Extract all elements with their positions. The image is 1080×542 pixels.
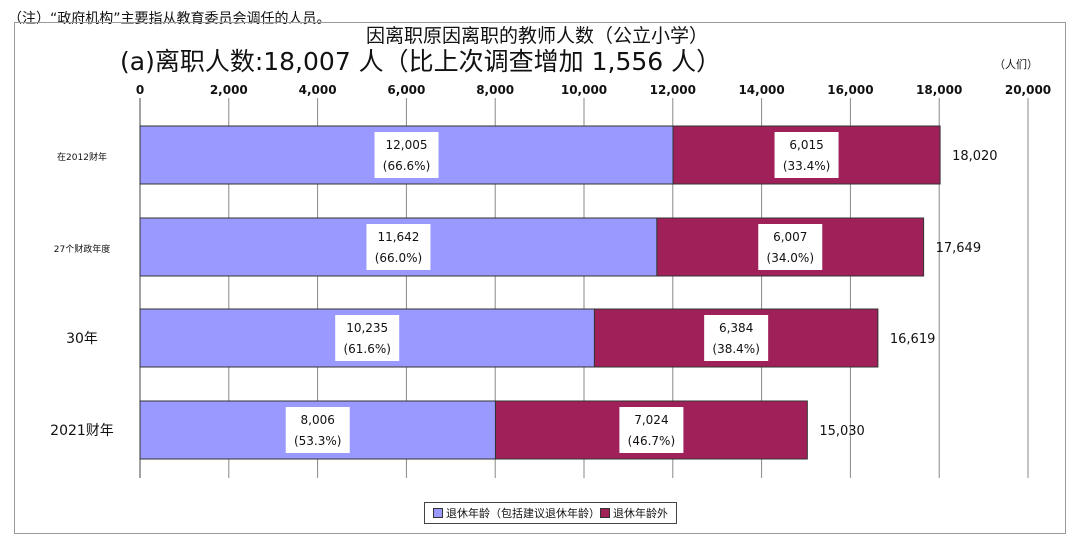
legend: 退休年龄（包括建议退休年龄） 退休年龄外	[424, 502, 677, 524]
footnote: （注）“政府机构”主要指从教育委员会调任的人员。	[8, 11, 331, 27]
category-label: 27个财政年度	[54, 243, 110, 255]
data-label-box	[366, 224, 431, 270]
chart-subtitle: (a)离职人数:18,007 人（比上次调查增加 1,556 人）	[120, 47, 722, 76]
legend-swatch-other	[600, 508, 610, 518]
data-label-box	[774, 132, 839, 178]
x-tick-label: 2,000	[210, 83, 248, 97]
data-label-box	[704, 315, 769, 361]
data-label-value: 11,642	[377, 230, 419, 244]
x-tick-label: 0	[136, 83, 144, 97]
x-tick-label: 16,000	[827, 83, 873, 97]
data-label-value: 12,005	[386, 138, 428, 152]
x-tick-label: 4,000	[299, 83, 337, 97]
category-label: 30年	[66, 331, 98, 347]
x-tick-label: 20,000	[1005, 83, 1051, 97]
legend-swatch-retirement	[433, 508, 443, 518]
data-label-value: 7,024	[634, 413, 668, 427]
data-label-box	[335, 315, 400, 361]
data-label-box	[758, 224, 823, 270]
data-label-value: 8,006	[301, 413, 335, 427]
chart-frame	[14, 22, 1066, 534]
legend-item-retirement: 退休年龄（包括建议退休年龄）	[433, 505, 600, 521]
data-label-percent: (38.4%)	[712, 342, 759, 356]
data-label-box	[374, 132, 439, 178]
legend-label-other: 退休年龄外	[613, 507, 668, 520]
legend-label-retirement: 退休年龄（包括建议退休年龄）	[446, 507, 600, 520]
data-label-value: 6,384	[719, 321, 753, 335]
category-label: 2021财年	[50, 423, 114, 439]
data-label-percent: (34.0%)	[767, 251, 814, 265]
data-label-percent: (46.7%)	[628, 434, 675, 448]
data-label-value: 10,235	[346, 321, 388, 335]
data-label-percent: (33.4%)	[783, 159, 830, 173]
x-tick-label: 6,000	[387, 83, 425, 97]
data-label-percent: (53.3%)	[294, 434, 341, 448]
total-label: 18,020	[952, 149, 998, 164]
category-label: 在2012财年	[57, 151, 107, 163]
data-label-percent: (61.6%)	[343, 342, 390, 356]
x-tick-label: 14,000	[738, 83, 784, 97]
x-tick-label: 18,000	[916, 83, 962, 97]
total-label: 15,030	[819, 424, 865, 439]
data-label-box	[619, 407, 684, 453]
unit-label: （人们）	[994, 58, 1038, 71]
x-tick-label: 12,000	[650, 83, 696, 97]
data-label-value: 6,007	[773, 230, 807, 244]
x-tick-label: 10,000	[561, 83, 607, 97]
x-tick-label: 8,000	[476, 83, 514, 97]
data-label-percent: (66.6%)	[383, 159, 430, 173]
chart-title: 因离职原因离职的教师人数（公立小学）	[366, 25, 709, 47]
data-label-value: 6,015	[789, 138, 823, 152]
data-label-box	[285, 407, 350, 453]
legend-item-other: 退休年龄外	[600, 505, 668, 521]
total-label: 16,619	[890, 332, 936, 347]
data-label-percent: (66.0%)	[375, 251, 422, 265]
total-label: 17,649	[936, 241, 982, 256]
